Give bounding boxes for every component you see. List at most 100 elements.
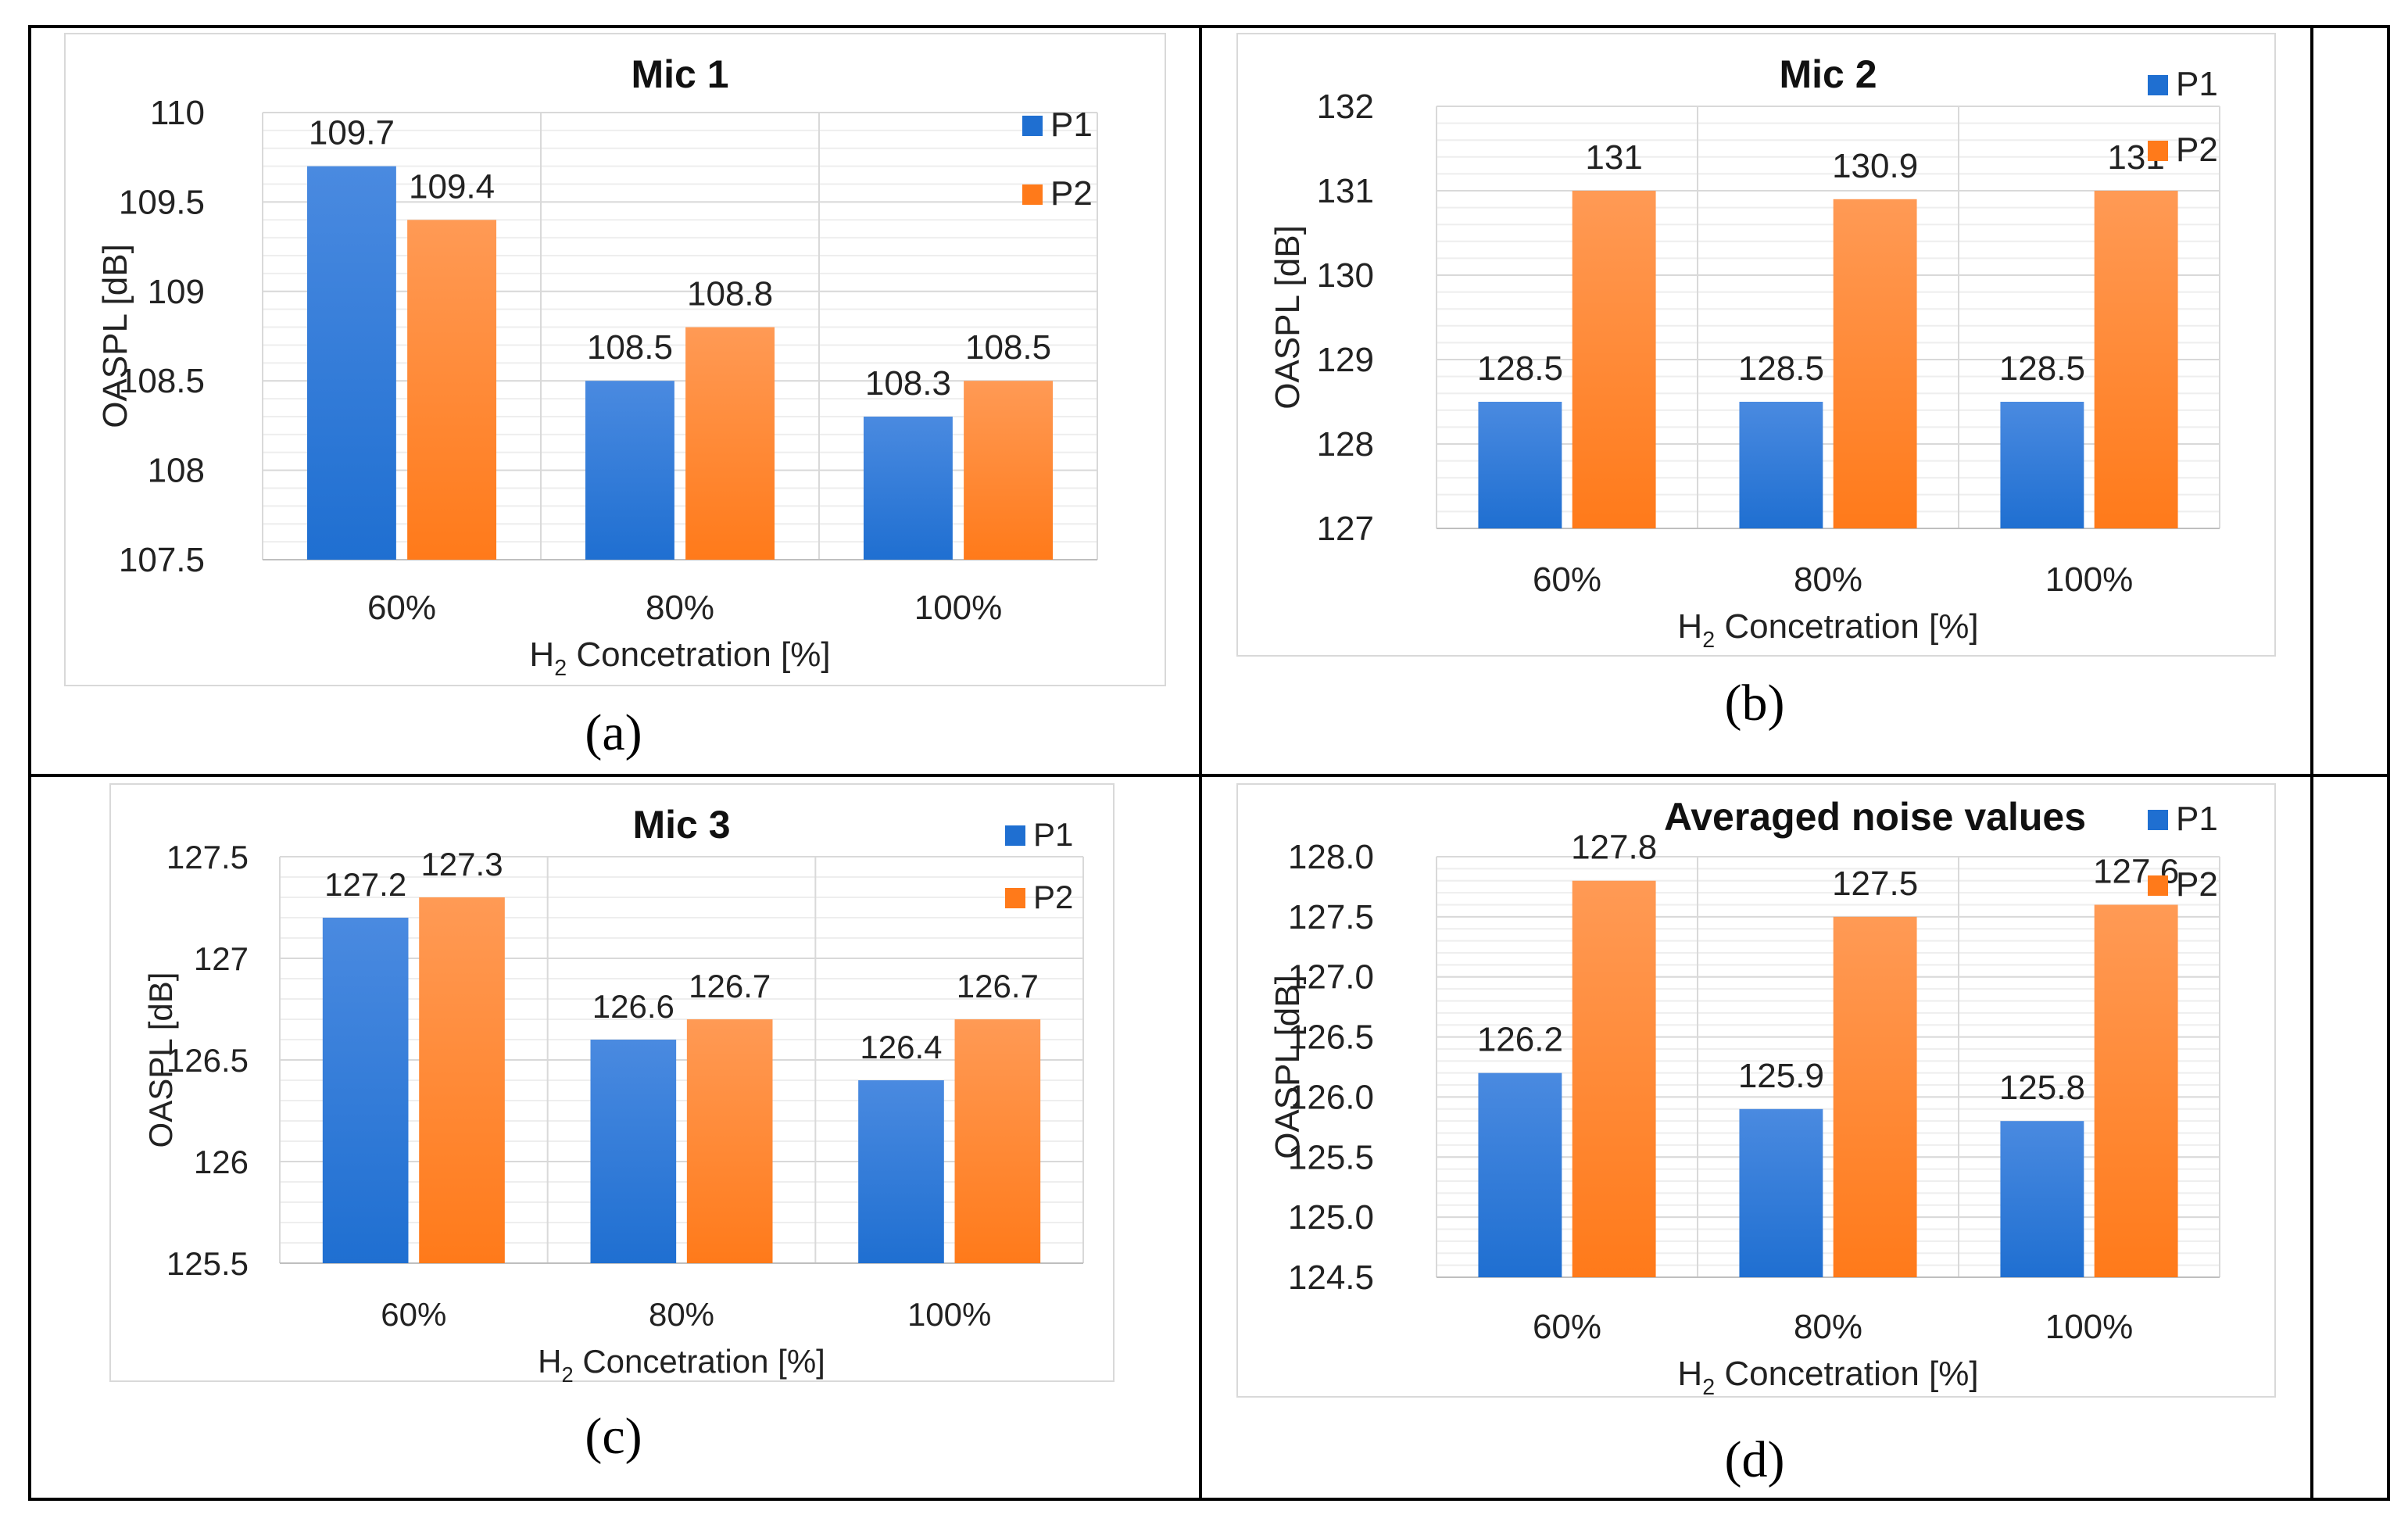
legend-label-p1: P1 <box>2176 800 2218 838</box>
x-axis-label-main: H <box>1677 607 1702 646</box>
y-tick-label: 109 <box>148 273 205 311</box>
bar-p2 <box>2094 904 2178 1277</box>
data-label-p2: 126.7 <box>957 968 1039 1004</box>
y-tick-label: 126.5 <box>1288 1019 1374 1057</box>
data-label-p1: 127.2 <box>324 866 406 903</box>
legend-swatch-p2 <box>1005 888 1025 908</box>
data-label-p1: 126.4 <box>860 1029 942 1065</box>
x-axis-label-subscript: 2 <box>1702 1375 1715 1400</box>
bar-p1 <box>590 1040 677 1263</box>
x-axis-label-subscript: 2 <box>554 656 567 681</box>
data-label-p1: 126.2 <box>1477 1021 1563 1059</box>
y-tick-label: 127.5 <box>166 839 249 875</box>
y-tick-label: 110 <box>150 94 205 132</box>
legend-swatch-p2 <box>1022 184 1043 205</box>
data-label-p2: 108.8 <box>687 275 773 313</box>
bar-p1 <box>1739 1108 1823 1277</box>
legend-label-p2: P2 <box>2176 865 2218 904</box>
figure-frame <box>28 25 2390 1501</box>
x-tick-label: 100% <box>914 589 1003 627</box>
y-tick-label: 125.5 <box>166 1245 249 1282</box>
caption-a: (a) <box>585 704 642 761</box>
x-tick-label: 60% <box>1533 1308 1601 1346</box>
chart-averaged-noise: 124.5 125.0 125.5 126.0 126.5 127.0 127.5 128.0… <box>1268 795 2220 1400</box>
bar-p2 <box>954 1019 1041 1263</box>
legend-label-p1: P1 <box>1050 106 1093 144</box>
x-axis-label-subscript: 2 <box>1702 628 1715 653</box>
chart-title: Mic 1 <box>631 52 728 96</box>
y-tick-label: 125.5 <box>1288 1138 1374 1176</box>
legend-swatch-p1 <box>2148 810 2168 830</box>
data-label-p2: 126.7 <box>689 968 771 1004</box>
data-label-p2: 109.4 <box>409 167 495 206</box>
y-tick-label: 131 <box>1317 172 1374 210</box>
bar-p2 <box>407 220 497 560</box>
data-label-p1: 109.7 <box>309 114 395 152</box>
chart-card-a <box>64 33 1166 686</box>
bar-p2 <box>685 327 775 560</box>
y-axis-label: OASPL [dB] <box>142 972 179 1148</box>
x-axis-label: H2 Concetration [%] <box>529 635 830 681</box>
data-label-p1: 108.5 <box>587 328 673 367</box>
y-tick-label: 127 <box>1317 510 1374 548</box>
legend-label-p2: P2 <box>2176 131 2218 169</box>
caption-b: (b) <box>1724 675 1785 732</box>
x-tick-label: 60% <box>1533 560 1601 599</box>
bar-p2 <box>2094 191 2178 528</box>
data-label-p2: 131 <box>1585 138 1642 177</box>
y-tick-label: 126 <box>194 1144 249 1180</box>
legend-swatch-p2 <box>2148 875 2168 896</box>
x-axis-label-rest: Concetration [%] <box>567 635 831 674</box>
x-tick-label: 80% <box>649 1296 714 1333</box>
x-axis-label-main: H <box>529 635 554 674</box>
bar-p1 <box>306 166 396 560</box>
x-axis-label-subscript: 2 <box>561 1362 573 1387</box>
bar-p2 <box>1572 191 1656 528</box>
legend-label-p1: P1 <box>2176 65 2218 103</box>
y-tick-label: 126.0 <box>1288 1078 1374 1116</box>
bar-p2 <box>686 1019 773 1263</box>
chart-title: Mic 2 <box>1779 52 1877 96</box>
x-tick-label: 100% <box>907 1296 991 1333</box>
y-tick-label: 124.5 <box>1288 1258 1374 1297</box>
legend-swatch-p1 <box>2148 75 2168 95</box>
y-tick-label: 127 <box>194 940 249 977</box>
data-label-p1: 128.5 <box>1477 349 1563 388</box>
caption-c: (c) <box>585 1408 642 1465</box>
legend-swatch-p2 <box>2148 141 2168 161</box>
y-tick-label: 109.5 <box>119 183 205 221</box>
y-tick-label: 126.5 <box>166 1042 249 1079</box>
chart-mic-3: 125.5 126 126.5 127 127.5 127.2 127.3 60% 126.6 1… <box>142 803 1084 1387</box>
data-label-p1: 125.9 <box>1738 1057 1824 1095</box>
bar-p1 <box>1478 402 1562 528</box>
chart-title: Mic 3 <box>632 803 730 847</box>
x-axis-label-rest: Concetration [%] <box>574 1343 825 1380</box>
y-tick-label: 125.0 <box>1288 1198 1374 1237</box>
column-divider <box>1199 25 1202 1501</box>
chart-mic-1: 107.5 108 108.5 109 109.5 110 109.7 109.4 60% 108… <box>96 52 1098 681</box>
x-tick-label: 100% <box>2045 1308 2134 1346</box>
data-label-p2: 108.5 <box>965 328 1051 367</box>
y-tick-label: 132 <box>1317 88 1374 126</box>
y-tick-label: 130 <box>1317 256 1374 295</box>
bar-p2 <box>1833 199 1917 529</box>
x-tick-label: 60% <box>381 1296 446 1333</box>
x-axis-label-rest: Concetration [%] <box>1715 607 1979 646</box>
x-tick-label: 80% <box>646 589 714 627</box>
bar-p1 <box>2000 402 2084 528</box>
legend-swatch-p1 <box>1005 825 1025 846</box>
bar-p1 <box>2000 1121 2084 1277</box>
chart-mic-2: 127 128 129 130 131 132 128.5 131 60% 128.5 130.9 8… <box>1268 52 2220 653</box>
data-label-p1: 128.5 <box>1999 349 2085 388</box>
data-label-p2: 127.5 <box>1832 865 1918 903</box>
y-tick-label: 108 <box>148 452 205 490</box>
bar-p2 <box>1572 880 1656 1277</box>
x-axis-label: H2 Concetration [%] <box>1677 1355 1978 1400</box>
x-axis-label-rest: Concetration [%] <box>1715 1355 1979 1393</box>
x-tick-label: 80% <box>1794 560 1862 599</box>
y-tick-label: 127.5 <box>1288 898 1374 936</box>
legend-label-p2: P2 <box>1050 174 1093 213</box>
bar-p2 <box>419 897 505 1263</box>
data-label-p1: 125.8 <box>1999 1069 2085 1107</box>
x-axis-label-main: H <box>1677 1355 1702 1393</box>
